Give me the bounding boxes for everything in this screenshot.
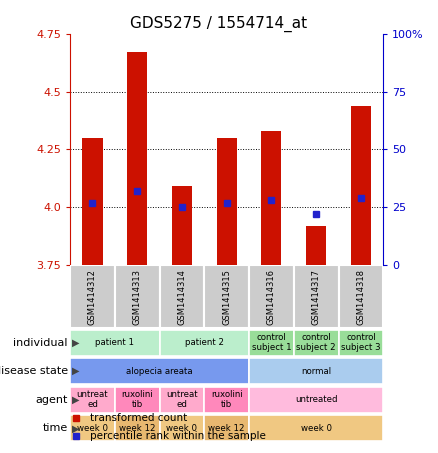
Text: percentile rank within the sample: percentile rank within the sample — [90, 431, 266, 441]
Text: ▶: ▶ — [72, 423, 80, 434]
Text: week 0: week 0 — [166, 424, 198, 433]
Bar — [70, 330, 159, 356]
Bar — [82, 138, 102, 265]
Bar — [249, 358, 383, 384]
Text: GDS5275 / 1554714_at: GDS5275 / 1554714_at — [131, 16, 307, 32]
Bar — [127, 53, 147, 265]
Text: GSM1414317: GSM1414317 — [312, 269, 321, 325]
Bar — [249, 387, 383, 413]
Text: week 0: week 0 — [300, 424, 332, 433]
Bar — [339, 265, 383, 328]
Bar — [261, 131, 282, 265]
Text: time: time — [42, 423, 68, 434]
Text: untreat
ed: untreat ed — [166, 390, 198, 410]
Text: week 12: week 12 — [208, 424, 245, 433]
Text: week 12: week 12 — [119, 424, 155, 433]
Bar — [172, 187, 192, 265]
Bar — [70, 358, 249, 384]
Bar — [306, 226, 326, 265]
Bar — [217, 138, 237, 265]
Bar — [249, 415, 383, 441]
Text: disease state: disease state — [0, 366, 68, 376]
Text: GSM1414314: GSM1414314 — [177, 269, 187, 325]
Text: control
subject 2: control subject 2 — [297, 333, 336, 352]
Bar — [159, 415, 204, 441]
Bar — [204, 387, 249, 413]
Bar — [351, 106, 371, 265]
Text: individual: individual — [14, 337, 68, 348]
Bar — [249, 265, 294, 328]
Bar — [70, 387, 115, 413]
Text: transformed count: transformed count — [90, 413, 188, 423]
Text: untreated: untreated — [295, 395, 337, 404]
Bar — [159, 265, 204, 328]
Bar — [339, 330, 383, 356]
Text: GSM1414316: GSM1414316 — [267, 269, 276, 325]
Text: normal: normal — [301, 367, 331, 376]
Text: patient 2: patient 2 — [185, 338, 224, 347]
Text: week 0: week 0 — [77, 424, 108, 433]
Text: control
subject 3: control subject 3 — [341, 333, 381, 352]
Text: alopecia areata: alopecia areata — [126, 367, 193, 376]
Text: ▶: ▶ — [72, 395, 80, 405]
Bar — [249, 330, 294, 356]
Bar — [294, 265, 339, 328]
Bar — [70, 265, 115, 328]
Text: GSM1414315: GSM1414315 — [222, 269, 231, 325]
Bar — [70, 415, 115, 441]
Text: GSM1414312: GSM1414312 — [88, 269, 97, 325]
Bar — [115, 265, 159, 328]
Text: patient 1: patient 1 — [95, 338, 134, 347]
Bar — [204, 265, 249, 328]
Text: GSM1414318: GSM1414318 — [357, 269, 365, 325]
Bar — [294, 330, 339, 356]
Bar — [115, 387, 159, 413]
Text: untreat
ed: untreat ed — [77, 390, 108, 410]
Bar — [159, 387, 204, 413]
Text: ▶: ▶ — [72, 337, 80, 348]
Bar — [115, 415, 159, 441]
Bar — [204, 415, 249, 441]
Text: control
subject 1: control subject 1 — [251, 333, 291, 352]
Text: ▶: ▶ — [72, 366, 80, 376]
Text: agent: agent — [35, 395, 68, 405]
Text: ruxolini
tib: ruxolini tib — [121, 390, 153, 410]
Bar — [159, 330, 249, 356]
Text: GSM1414313: GSM1414313 — [133, 269, 141, 325]
Text: ruxolini
tib: ruxolini tib — [211, 390, 243, 410]
